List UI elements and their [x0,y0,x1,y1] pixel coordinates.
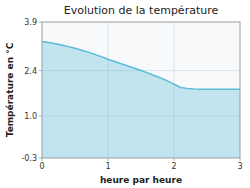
x-tick-label: 1 [105,162,110,171]
line [42,41,240,89]
plot-background [42,22,240,158]
y-tick-label: 3.9 [24,18,37,27]
y-tick-label: 2.4 [24,67,37,76]
plot-frame [42,22,240,158]
x-axis-label: heure par heure [100,175,182,185]
y-axis-label: Température en °C [5,42,15,137]
x-tick [42,158,43,161]
plot-area [42,41,240,158]
x-tick-label: 2 [171,162,176,171]
x-tick [240,158,241,161]
x-tick [108,158,109,161]
axes: -0.3 1.0 2.4 3.9 0 1 2 3 [21,18,242,171]
x-tick-label: 0 [39,162,44,171]
x-tick [174,158,175,161]
title: Evolution de la température [64,4,219,17]
y-tick [39,115,42,116]
y-tick [39,70,42,71]
y-tick-label: -0.3 [21,154,37,163]
y-tick-label: 1.0 [24,112,37,121]
y-tick [39,22,42,23]
area [42,41,240,158]
grid [42,22,240,158]
chart: -0.3 1.0 2.4 3.9 0 1 2 3 heure par heure Températ… [0,0,250,188]
y-tick [39,158,42,159]
x-tick-label: 3 [237,162,242,171]
